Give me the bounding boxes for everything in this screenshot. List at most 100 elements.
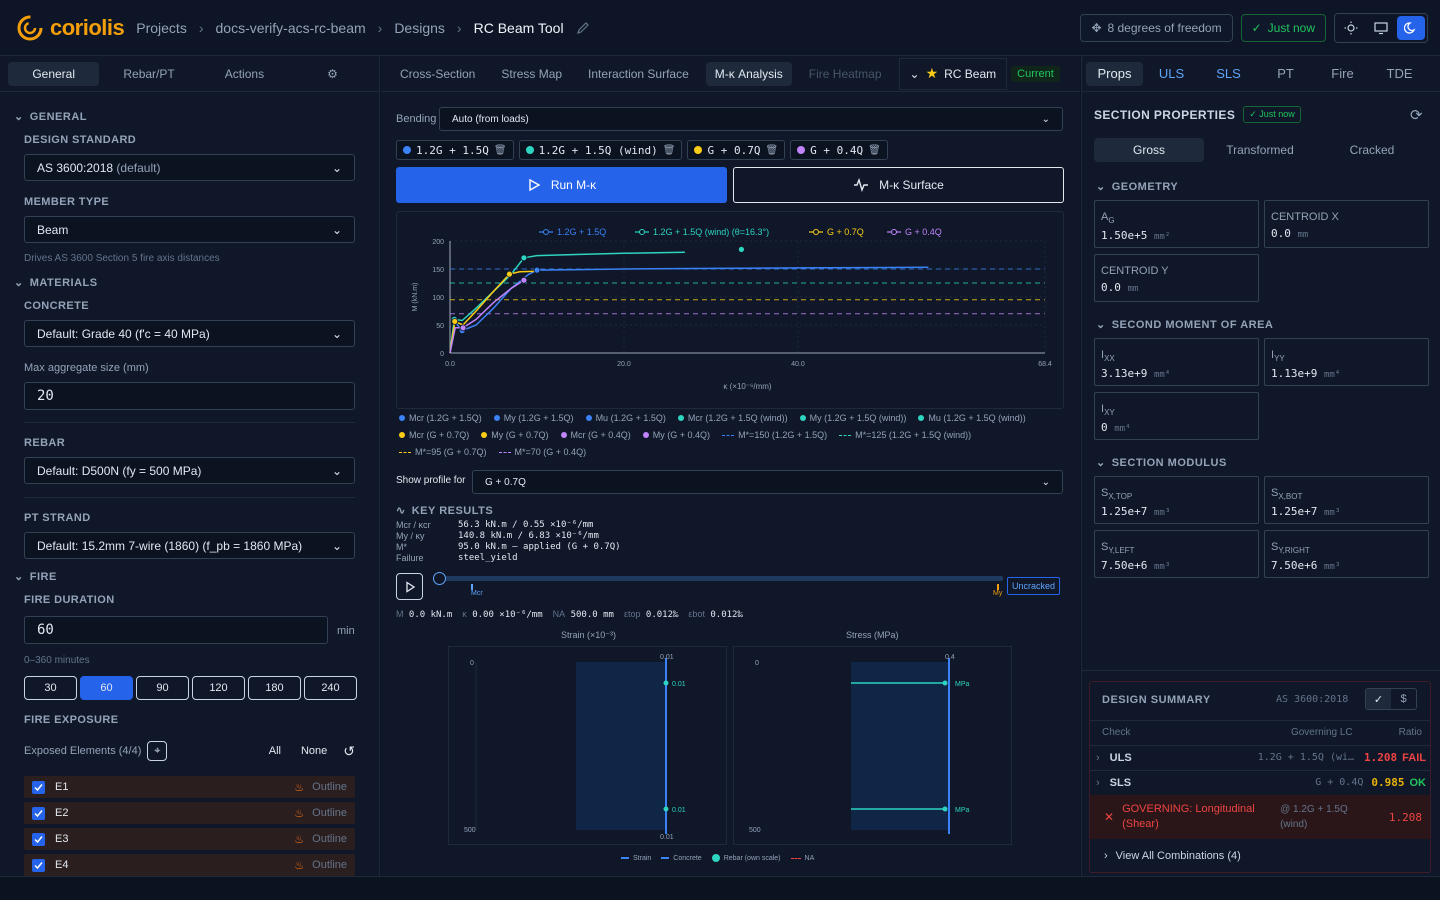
summary-row-sls[interactable]: › SLS G + 0.4Q 0.985 OK (1090, 770, 1430, 794)
load-slider-thumb[interactable] (433, 572, 446, 585)
pt-strand-select[interactable]: Default: 15.2mm 7-wire (1860) (f_pb = 18… (24, 532, 355, 559)
beam-selector[interactable]: ⌄ ★ RC Beam (898, 57, 1008, 90)
tab-sls[interactable]: SLS (1216, 66, 1241, 81)
design-standard-select[interactable]: AS 3600:2018 (default) ⌄ (24, 154, 355, 181)
moon-icon[interactable] (1397, 16, 1425, 40)
trash-icon[interactable]: 🗑 (493, 144, 507, 156)
sun-icon[interactable] (1337, 16, 1365, 40)
save-status-chip[interactable]: ✓ Just now (1240, 14, 1326, 42)
checkbox-checked-icon[interactable] (32, 806, 45, 820)
duration-120-button[interactable]: 120 (192, 676, 245, 700)
legend-item[interactable]: My (1.2G + 1.5Q (wind)) (799, 413, 906, 423)
exposed-element-row[interactable]: E2 ♨ Outline (24, 802, 355, 824)
m-kappa-surface-button[interactable]: M-κ Surface (733, 167, 1064, 203)
load-case-chip[interactable]: G + 0.7Q 🗑 (687, 140, 786, 160)
tab-m-kappa-analysis[interactable]: M-κ Analysis (705, 61, 792, 86)
element-mode[interactable]: Outline (312, 807, 347, 819)
duration-90-button[interactable]: 90 (136, 676, 189, 700)
legend-item[interactable]: Mcr (1.2G + 1.5Q (wind)) (677, 413, 788, 423)
logo[interactable]: coriolis (16, 14, 125, 42)
bending-select[interactable]: Auto (from loads) ⌄ (439, 107, 1063, 131)
aggregate-input[interactable]: 20 (24, 382, 355, 410)
check-icon[interactable]: ✓ (1366, 689, 1391, 709)
dollar-icon[interactable]: $ (1400, 693, 1407, 705)
tab-cross-section[interactable]: Cross-Section (400, 66, 476, 81)
tab-stress-map[interactable]: Stress Map (501, 66, 563, 81)
fire-section-header[interactable]: ⌄ FIRE (14, 570, 57, 584)
profile-select[interactable]: G + 0.7Q ⌄ (472, 470, 1063, 494)
summary-row-uls[interactable]: › ULS 1.2G + 1.5Q (wi… 1.208 FAIL (1090, 745, 1430, 769)
run-m-kappa-button[interactable]: Run M-κ (396, 167, 727, 203)
checkbox-checked-icon[interactable] (32, 780, 45, 794)
tab-rebar-pt[interactable]: Rebar/PT (123, 66, 175, 81)
materials-section-header[interactable]: ⌄ MATERIALS (14, 276, 98, 290)
element-mode[interactable]: Outline (312, 833, 347, 845)
select-none-button[interactable]: None (300, 745, 328, 757)
legend-item[interactable]: Mcr (G + 0.7Q) (399, 430, 469, 440)
load-case-chip[interactable]: 1.2G + 1.5Q (wind) 🗑 (518, 140, 683, 160)
tab-general[interactable]: General (8, 61, 100, 86)
concrete-select[interactable]: Default: Grade 40 (f'c = 40 MPa) ⌄ (24, 320, 355, 347)
breadcrumb-designs[interactable]: Designs (394, 19, 445, 36)
view-all-combinations-link[interactable]: › View All Combinations (4) (1104, 850, 1241, 862)
settings-gear-icon[interactable]: ⚙ (327, 66, 338, 81)
trash-icon[interactable]: 🗑 (765, 144, 779, 156)
legend-item[interactable]: M*=125 (1.2G + 1.5Q (wind)) (839, 430, 971, 440)
rebar-select[interactable]: Default: D500N (fy = 500 MPa) ⌄ (24, 457, 355, 484)
exposed-element-row[interactable]: E4 ♨ Outline (24, 854, 355, 876)
dof-chip[interactable]: ✥ 8 degrees of freedom (1080, 14, 1233, 42)
subtab-gross[interactable]: Gross (1094, 138, 1204, 162)
tab-fire-heatmap[interactable]: Fire Heatmap (808, 66, 882, 81)
legend-item[interactable]: Mcr (G + 0.4Q) (560, 430, 631, 440)
legend-item[interactable]: My (G + 0.7Q) (481, 430, 549, 440)
element-mode[interactable]: Outline (312, 781, 347, 793)
tab-props[interactable]: Props (1086, 61, 1143, 86)
legend-item[interactable]: My (1.2G + 1.5Q) (493, 413, 574, 423)
tab-interaction-surface[interactable]: Interaction Surface (588, 66, 689, 81)
tab-uls[interactable]: ULS (1158, 66, 1185, 81)
subtab-cracked[interactable]: Cracked (1349, 143, 1395, 157)
select-pointer-icon[interactable]: ⌖ (147, 741, 168, 761)
select-all-button[interactable]: All (268, 745, 281, 757)
tab-pt[interactable]: PT (1277, 66, 1294, 81)
duration-60-button[interactable]: 60 (80, 676, 133, 700)
checkbox-checked-icon[interactable] (32, 832, 45, 846)
subtab-transformed[interactable]: Transformed (1226, 143, 1294, 157)
load-case-chip[interactable]: G + 0.4Q 🗑 (790, 140, 888, 160)
legend-item[interactable]: Mu (1.2G + 1.5Q (wind)) (918, 413, 1026, 423)
legend-item[interactable]: My (G + 0.4Q) (642, 430, 710, 440)
legend-item[interactable]: M*=95 (G + 0.7Q) (399, 447, 487, 457)
modulus-header[interactable]: ⌄ SECTION MODULUS (1096, 456, 1227, 470)
legend-item[interactable]: M*=70 (G + 0.4Q) (498, 447, 586, 457)
moment-header[interactable]: ⌄ SECOND MOMENT OF AREA (1096, 318, 1273, 332)
legend-item[interactable]: Mcr (1.2G + 1.5Q) (399, 413, 482, 423)
member-type-select[interactable]: Beam ⌄ (24, 216, 355, 243)
load-slider-track[interactable] (433, 576, 1003, 581)
geometry-header[interactable]: ⌄ GEOMETRY (1096, 180, 1178, 194)
tab-fire[interactable]: Fire (1331, 66, 1354, 81)
refresh-icon[interactable]: ⟳ (1410, 107, 1423, 124)
exposed-element-row[interactable]: E3 ♨ Outline (24, 828, 355, 850)
tab-tde[interactable]: TDE (1386, 66, 1413, 81)
play-animation-button[interactable] (396, 573, 423, 600)
duration-30-button[interactable]: 30 (24, 676, 77, 700)
element-mode[interactable]: Outline (312, 859, 347, 871)
trash-icon[interactable]: 🗑 (868, 144, 881, 156)
legend-item[interactable]: M*=150 (1.2G + 1.5Q) (722, 430, 827, 440)
governing-row[interactable]: ✕ GOVERNING: Longitudinal (Shear) @ 1.2G… (1090, 795, 1430, 839)
trash-icon[interactable]: 🗑 (662, 144, 676, 156)
checkbox-checked-icon[interactable] (32, 858, 45, 872)
exposed-element-row[interactable]: E1 ♨ Outline (24, 776, 355, 798)
monitor-icon[interactable] (1367, 16, 1395, 40)
legend-item[interactable]: Mu (1.2G + 1.5Q) (585, 413, 666, 423)
breadcrumb-projects[interactable]: Projects (136, 19, 187, 36)
breadcrumb-project[interactable]: docs-verify-acs-rc-beam (215, 19, 366, 36)
reset-icon[interactable]: ↺ (343, 742, 355, 759)
fire-duration-input[interactable]: 60 (24, 616, 328, 644)
duration-180-button[interactable]: 180 (248, 676, 301, 700)
general-section-header[interactable]: ⌄ GENERAL (14, 110, 87, 124)
tab-actions[interactable]: Actions (224, 66, 265, 81)
duration-240-button[interactable]: 240 (304, 676, 357, 700)
load-case-chip[interactable]: 1.2G + 1.5Q 🗑 (396, 140, 514, 160)
edit-pencil-icon[interactable] (576, 21, 590, 35)
